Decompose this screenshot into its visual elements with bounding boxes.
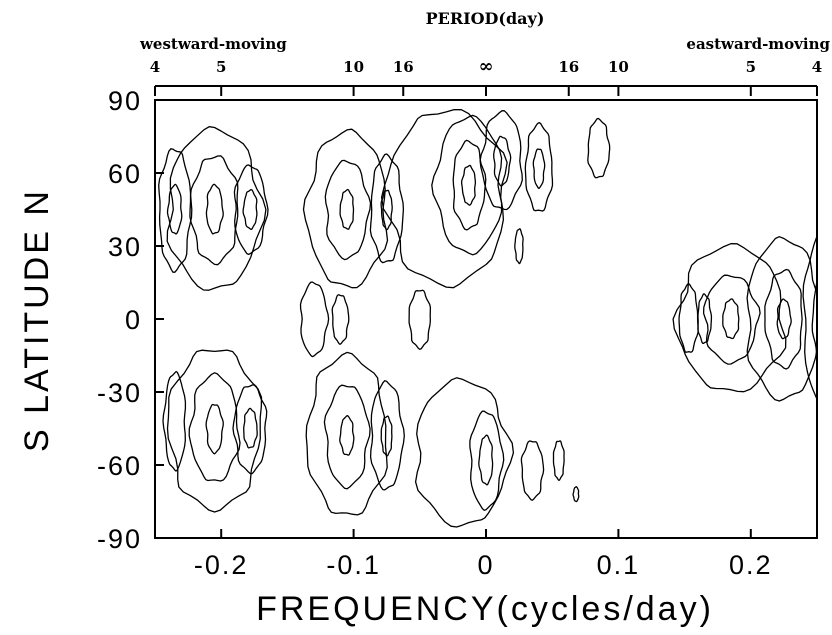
- x-tick-label: 0.1: [597, 550, 641, 580]
- contour-line: [587, 117, 611, 179]
- contour-line: [331, 294, 350, 345]
- contour-line: [166, 126, 267, 291]
- contour-line: [205, 183, 224, 235]
- y-tick-label: -60: [97, 451, 142, 481]
- period-tick-label: ∞: [479, 56, 494, 77]
- period-tick-label: 4: [150, 58, 160, 76]
- contour-line: [188, 372, 241, 482]
- contour-line: [162, 370, 187, 472]
- x-tick-label: 0.2: [729, 550, 773, 580]
- contour-line: [339, 188, 355, 230]
- y-tick-label: 0: [125, 305, 142, 335]
- contour-line: [323, 384, 371, 490]
- contour-line: [369, 380, 405, 491]
- contour-line: [324, 159, 372, 261]
- y-axis-ticks: 90 60 30 0 -30 -60 -90: [97, 86, 164, 554]
- period-tick-label: 5: [746, 58, 756, 76]
- x-tick-label: -0.2: [194, 550, 249, 580]
- contour-line: [166, 183, 183, 235]
- contour-line: [811, 277, 817, 362]
- x-tick-label: 0: [477, 550, 494, 580]
- y-axis-label: S LATITUDE N: [18, 188, 56, 452]
- contour-line: [408, 289, 432, 350]
- contour-line: [414, 377, 515, 528]
- contour-line: [493, 135, 512, 187]
- contour-line: [380, 189, 393, 231]
- plot-frame: [154, 99, 818, 539]
- top-axis-title: PERIOD(day): [426, 9, 545, 28]
- y-tick-label: -30: [97, 378, 142, 408]
- contour-line: [722, 298, 740, 340]
- contour-line: [514, 228, 524, 265]
- contour-line: [189, 155, 239, 266]
- period-tick-label: 10: [608, 58, 629, 76]
- contour-line: [702, 274, 761, 365]
- contour-line: [697, 293, 713, 344]
- contour-line: [380, 108, 508, 289]
- contour-line: [460, 164, 477, 206]
- contour-line: [242, 188, 258, 231]
- contour-line: [380, 415, 393, 457]
- contour-line: [299, 281, 330, 358]
- contour-line: [552, 440, 565, 481]
- contour-line: [478, 434, 494, 486]
- contour-line: [776, 298, 792, 340]
- contour-line: [532, 148, 546, 190]
- y-tick-label: 60: [108, 159, 142, 189]
- contour-line: [305, 351, 388, 516]
- contour-line: [802, 235, 817, 401]
- contour-line: [233, 164, 269, 256]
- contour-lines: [158, 108, 817, 528]
- contour-line: [746, 236, 817, 402]
- period-tick-label: 10: [343, 58, 364, 76]
- x-axis-ticks: -0.2 -0.1 0 0.1 0.2: [194, 529, 773, 580]
- eastward-label: eastward-moving: [686, 35, 830, 53]
- contour-line: [166, 349, 263, 513]
- contour-line: [158, 148, 193, 273]
- y-tick-label: 90: [108, 86, 142, 116]
- contour-line: [469, 410, 505, 511]
- contour-line: [431, 114, 503, 256]
- period-tick-label: 5: [216, 58, 226, 76]
- period-tick-label: 16: [558, 58, 579, 76]
- contour-line: [369, 153, 405, 264]
- period-tick-label: 16: [393, 58, 414, 76]
- contour-line: [302, 128, 389, 289]
- y-tick-label: 30: [108, 232, 142, 262]
- contour-line: [339, 415, 355, 456]
- contour-line: [572, 486, 580, 503]
- contour-line: [524, 121, 554, 212]
- contour-line: [764, 268, 803, 370]
- contour-line: [205, 403, 224, 455]
- x-axis-label: FREQUENCY(cycles/day): [256, 590, 714, 628]
- contour-line: [678, 282, 699, 353]
- period-ticks: 4 5 10 16 ∞ 16 10 5 4: [150, 56, 822, 96]
- contour-line: [452, 139, 487, 231]
- contour-line: [479, 110, 523, 211]
- contour-line: [672, 243, 787, 393]
- contour-line: [243, 407, 258, 449]
- period-tick-label: 4: [812, 58, 822, 76]
- y-tick-label: -90: [97, 524, 142, 554]
- x-tick-label: -0.1: [326, 550, 381, 580]
- westward-label: westward-moving: [139, 35, 287, 53]
- contour-line: [232, 384, 268, 475]
- contour-line: [520, 440, 545, 501]
